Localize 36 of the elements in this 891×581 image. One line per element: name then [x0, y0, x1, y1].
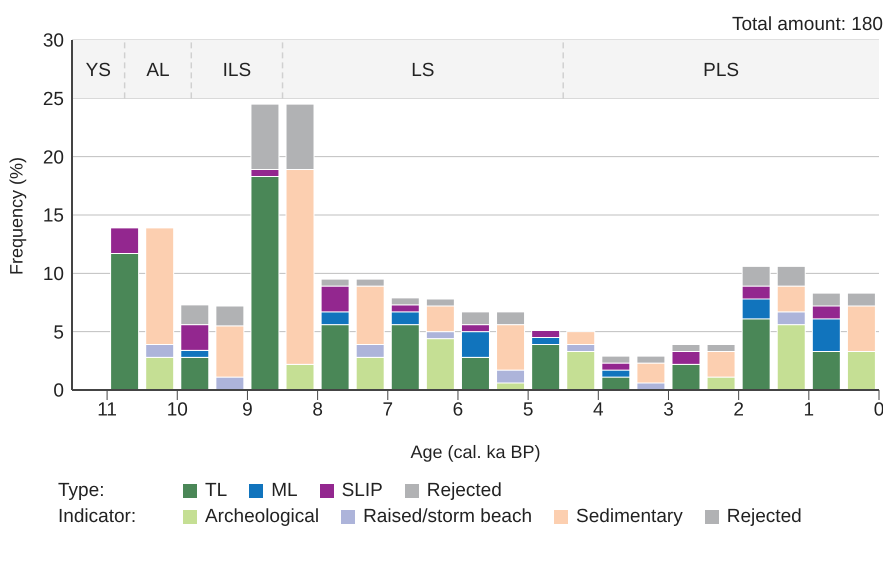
y-axis-title: Frequency (%): [6, 156, 26, 275]
text: Type:: [58, 480, 106, 502]
legend-label: Raised/storm beach: [363, 506, 532, 528]
band-label: LS: [411, 60, 434, 82]
y-tick-label: 0: [53, 380, 64, 402]
y-tick-label: 10: [42, 264, 64, 286]
x-tick-label: 5: [522, 399, 534, 420]
x-tick-label: 2: [733, 399, 744, 420]
band-label: PLS: [703, 60, 740, 82]
legend-label: TL: [205, 480, 228, 502]
x-tick-label: 10: [166, 399, 188, 420]
legend-label: Rejected: [426, 480, 502, 502]
legend-label: Sedimentary: [576, 506, 683, 528]
y-tick-label: 5: [53, 322, 64, 344]
x-tick-label: 1: [804, 399, 814, 420]
y-tick-label: 15: [42, 206, 64, 227]
x-tick-label: 6: [452, 399, 464, 420]
y-tick-label: 20: [42, 147, 64, 168]
x-tick-label: 7: [382, 399, 394, 420]
x-tick-label: 4: [593, 399, 604, 420]
y-tick-label: 25: [42, 89, 64, 110]
text: Total amount: 180: [732, 14, 883, 36]
x-tick-label: 3: [663, 399, 674, 420]
legend-label: ML: [271, 480, 298, 502]
band-label: YS: [86, 60, 111, 82]
x-tick-label: 9: [242, 399, 253, 420]
legend-label: Archeological: [205, 506, 320, 528]
legend-label: SLIP: [342, 480, 383, 502]
y-tick-label: 30: [42, 30, 64, 52]
legend-label: Rejected: [726, 506, 802, 528]
x-tick-label: 11: [97, 399, 117, 420]
text: Indicator:: [58, 506, 138, 528]
band-label: AL: [146, 60, 170, 82]
x-axis-title: Age (cal. ka BP): [410, 442, 541, 462]
band-label: ILS: [222, 60, 252, 82]
x-tick-label: 8: [312, 399, 323, 420]
